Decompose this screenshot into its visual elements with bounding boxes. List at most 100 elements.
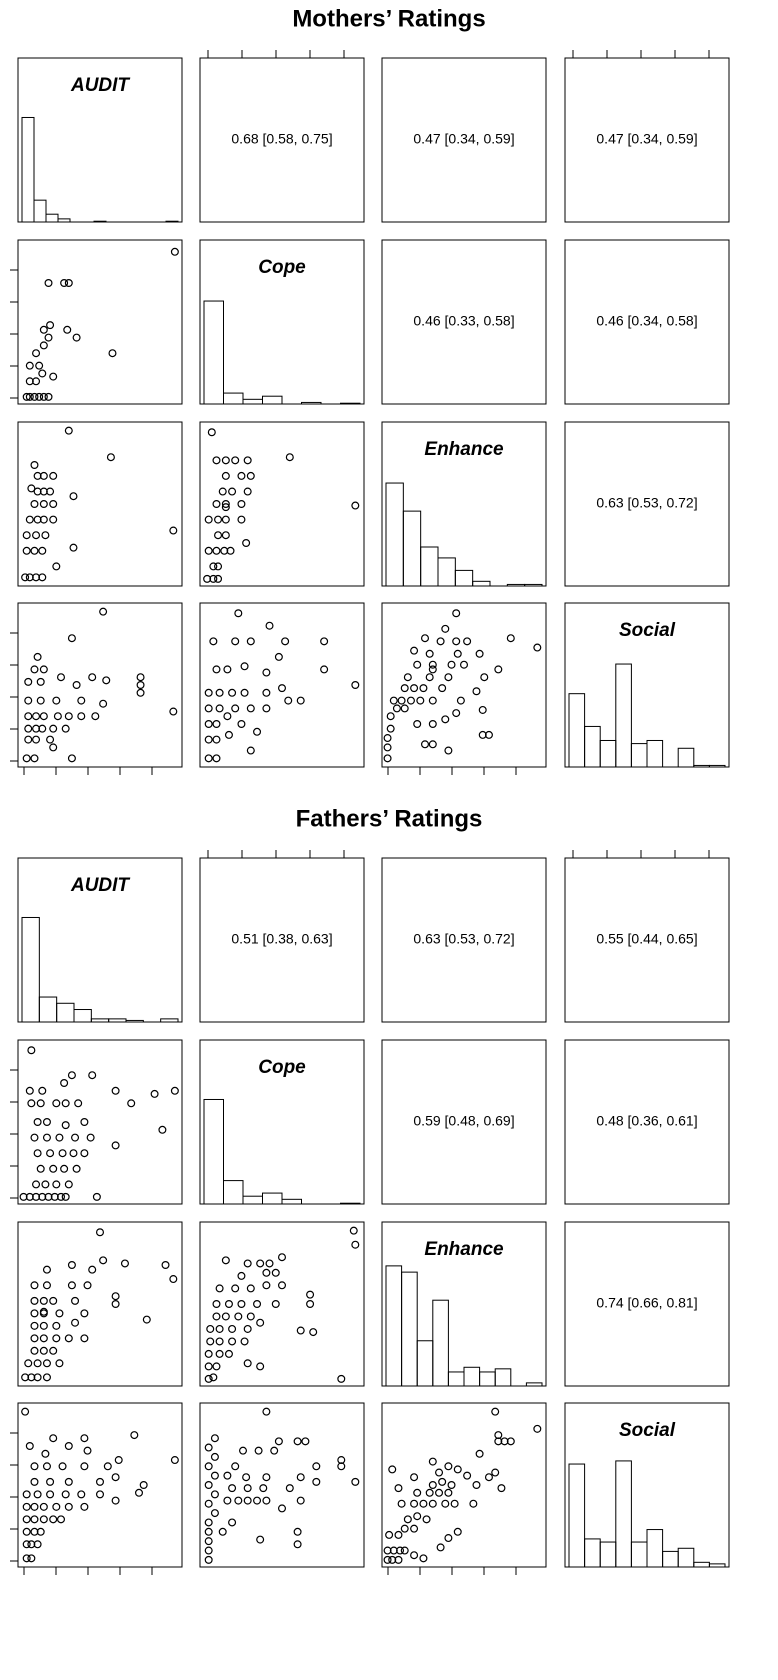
point (265, 1259, 274, 1268)
point (35, 392, 44, 401)
point (463, 637, 472, 646)
point (111, 1141, 120, 1150)
histogram-bar (416, 1340, 434, 1387)
point (27, 484, 36, 493)
point (278, 1253, 287, 1262)
point (214, 574, 223, 583)
point (106, 453, 115, 462)
variable-label: Social (619, 620, 676, 641)
point (32, 377, 41, 386)
point (242, 1473, 251, 1482)
histogram-bar (708, 764, 726, 768)
point (463, 1471, 472, 1480)
point (243, 456, 252, 465)
point (33, 1149, 42, 1158)
correlation: 0.46 [0.33, 0.58] (413, 313, 514, 329)
point (39, 341, 48, 350)
point (24, 1359, 33, 1368)
point (61, 1490, 70, 1499)
point (210, 1509, 219, 1518)
histogram-bar (385, 482, 404, 587)
point (127, 1099, 136, 1108)
point (204, 719, 213, 728)
point (207, 428, 216, 437)
point (99, 1256, 108, 1265)
point (86, 1133, 95, 1142)
point (212, 719, 221, 728)
point (135, 1488, 144, 1497)
point (24, 735, 33, 744)
point (389, 696, 398, 705)
point (453, 1465, 462, 1474)
point (64, 1334, 73, 1343)
point (533, 643, 542, 652)
point (56, 673, 65, 682)
histogram-bar (57, 218, 71, 223)
point (228, 688, 237, 697)
point (246, 471, 255, 480)
point (435, 1468, 444, 1477)
point (46, 1490, 55, 1499)
point (49, 1515, 58, 1524)
point (30, 1346, 39, 1355)
point (30, 1321, 39, 1330)
histogram-bar (73, 1009, 92, 1023)
point (428, 1457, 437, 1466)
variable-label: AUDIT (70, 75, 130, 96)
point (383, 754, 392, 763)
point (293, 1527, 302, 1536)
point (210, 1490, 219, 1499)
point (80, 1502, 89, 1511)
point (237, 471, 246, 480)
point (21, 573, 30, 582)
point (71, 1133, 80, 1142)
point (30, 665, 39, 674)
point (39, 1296, 48, 1305)
point (475, 1449, 484, 1458)
point (33, 1490, 42, 1499)
panel (564, 1221, 730, 1387)
point (224, 1349, 233, 1358)
panel (199, 857, 365, 1023)
panel (381, 239, 547, 405)
point (204, 754, 213, 763)
point (472, 1480, 481, 1489)
variable-label: Enhance (424, 439, 504, 460)
point (237, 500, 246, 509)
point (22, 531, 31, 540)
histogram-bar (479, 1371, 496, 1387)
point (25, 515, 34, 524)
point (296, 1326, 305, 1335)
point (72, 680, 81, 689)
point (419, 1554, 428, 1563)
point (49, 1346, 58, 1355)
histogram-bar (432, 1299, 449, 1387)
point (38, 546, 47, 555)
point (49, 372, 58, 381)
point (30, 392, 39, 401)
point (214, 562, 223, 571)
point (80, 1117, 89, 1126)
panel (564, 57, 730, 223)
variable-label: Cope (258, 257, 306, 278)
point (212, 665, 221, 674)
point (30, 1296, 39, 1305)
point (67, 1281, 76, 1290)
point (170, 1086, 179, 1095)
point (204, 1443, 213, 1452)
point (237, 1299, 246, 1308)
point (206, 1337, 215, 1346)
point (30, 1133, 39, 1142)
point (438, 1477, 447, 1486)
panel (381, 857, 547, 1023)
point (111, 1473, 120, 1482)
point (419, 1499, 428, 1508)
point (80, 1149, 89, 1158)
point (256, 1318, 265, 1327)
point (444, 673, 453, 682)
point (441, 1499, 450, 1508)
point (204, 546, 213, 555)
point (215, 1337, 224, 1346)
point (33, 1359, 42, 1368)
point (39, 1346, 48, 1355)
